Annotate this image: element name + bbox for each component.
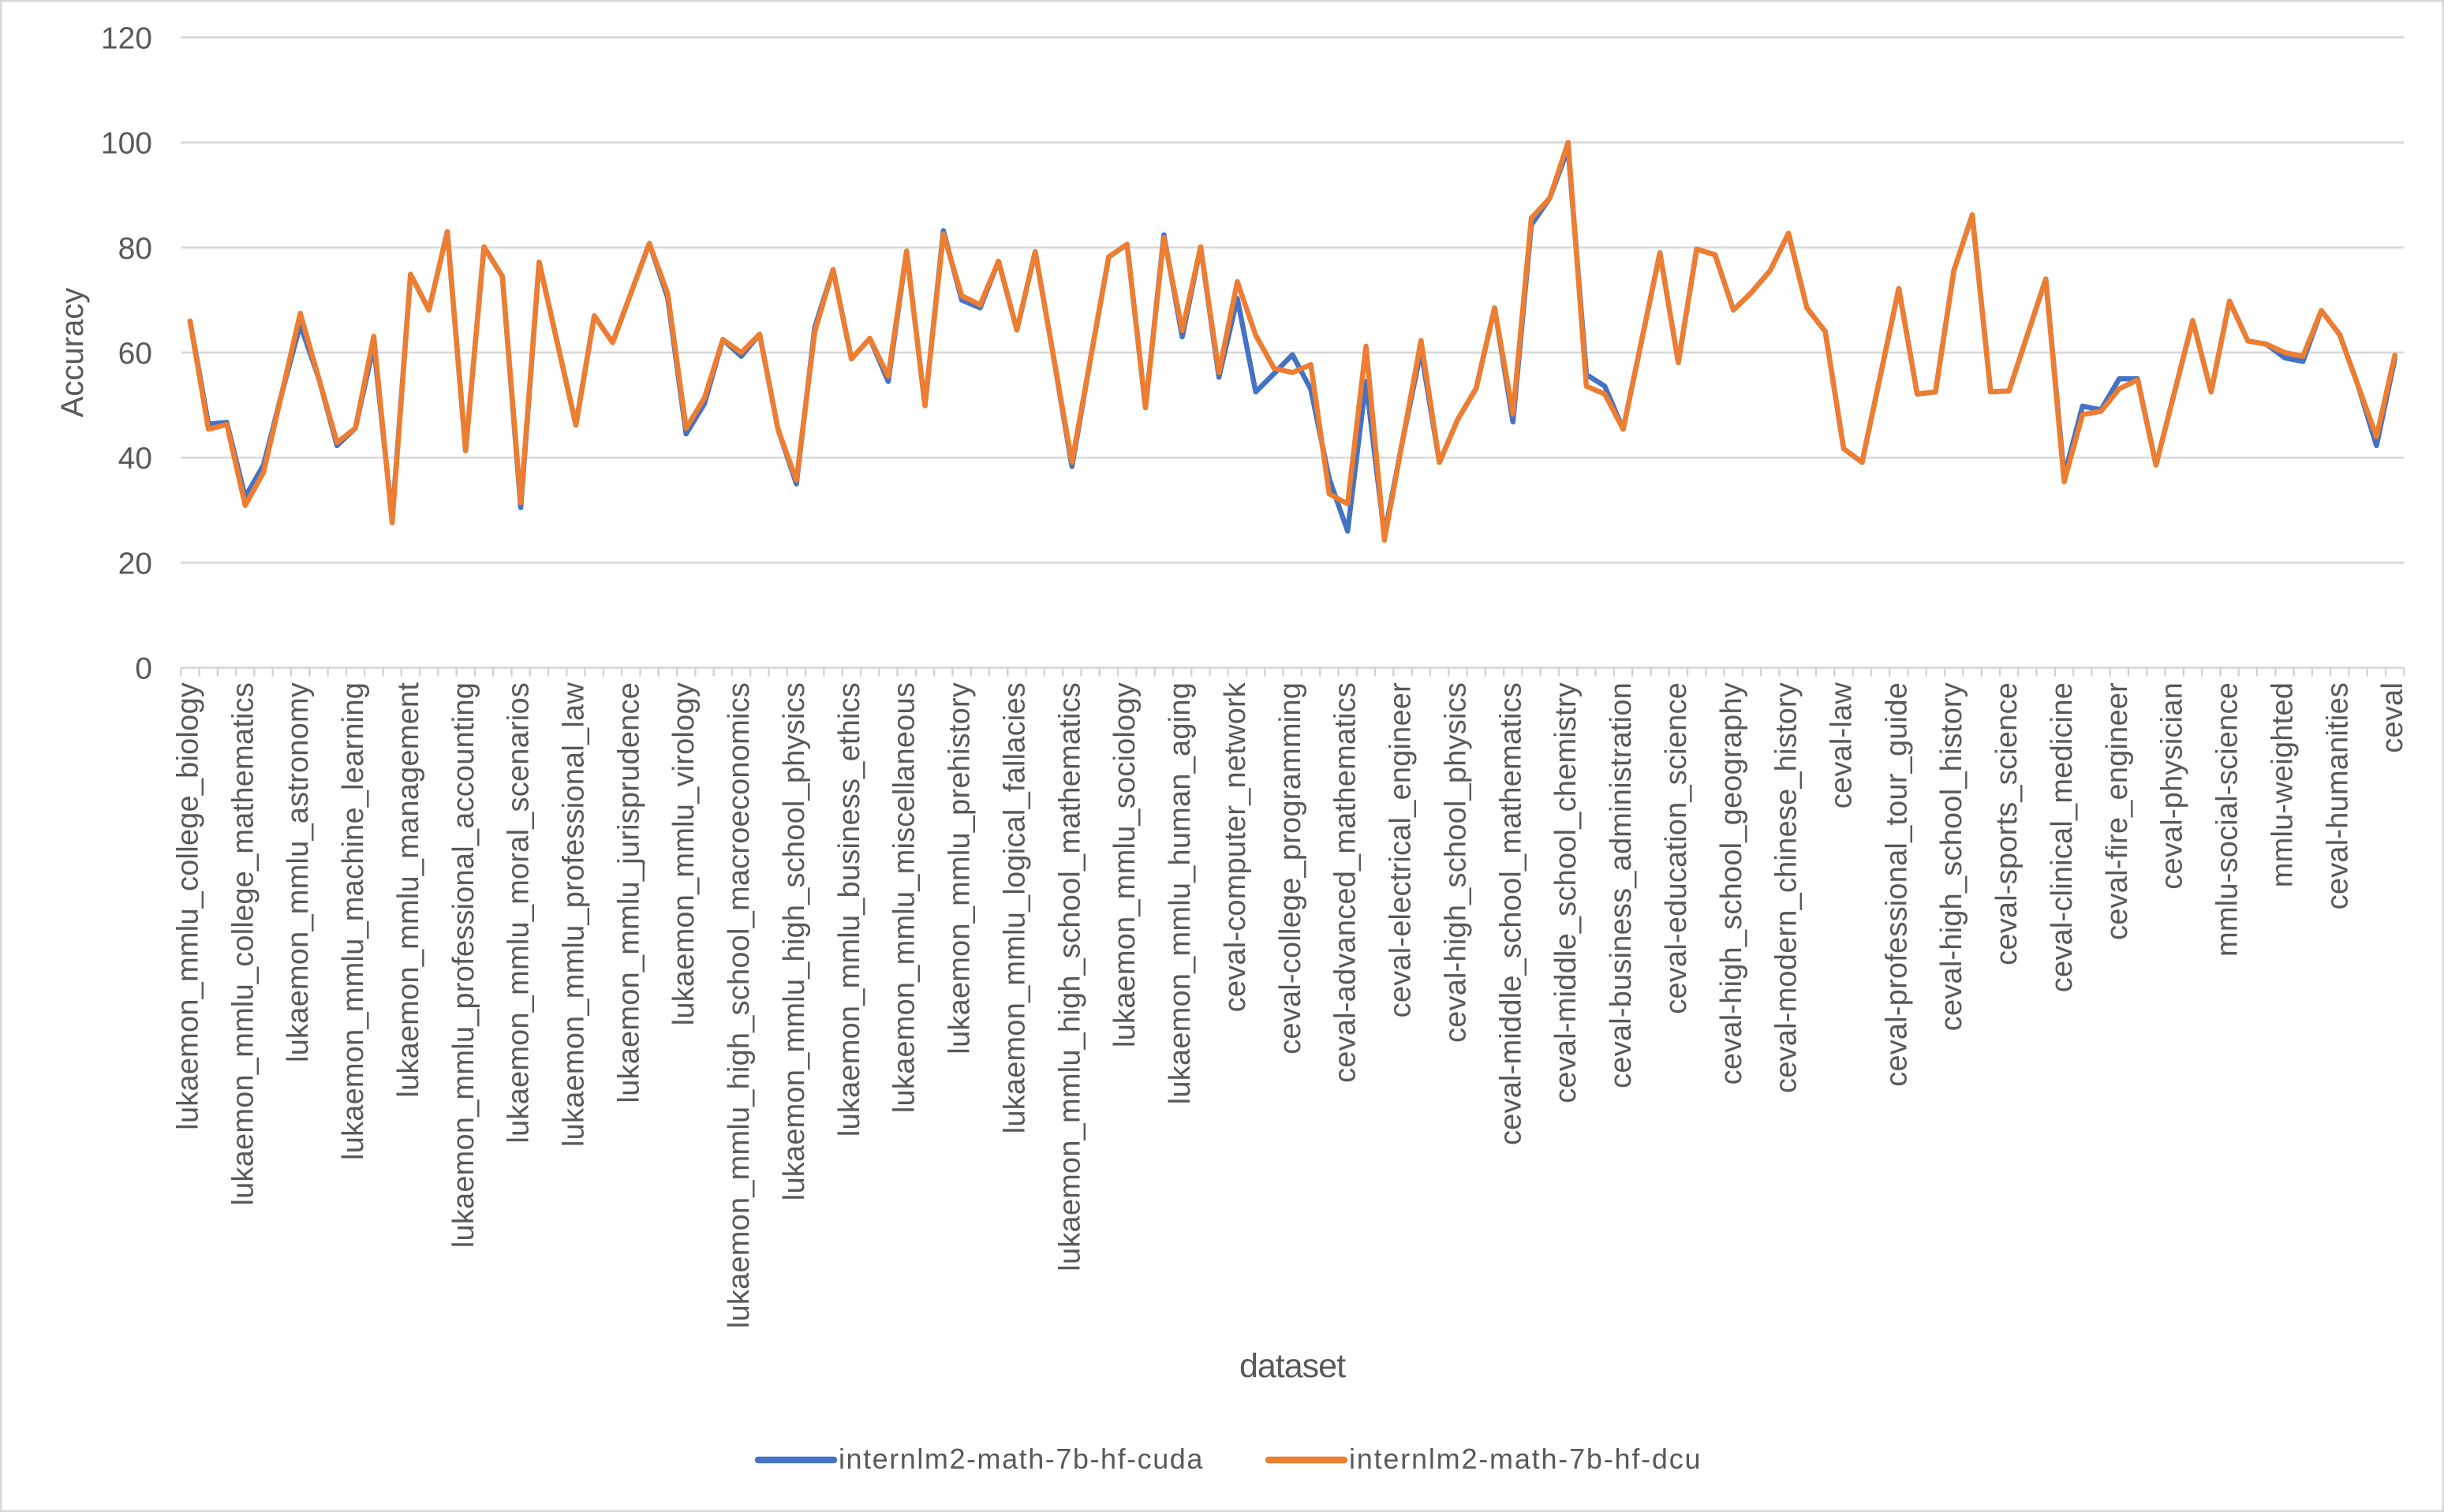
svg-text:60: 60 <box>118 337 152 371</box>
svg-text:lukaemon_mmlu_human_aging: lukaemon_mmlu_human_aging <box>1164 682 1197 1104</box>
svg-text:ceval-education_science: ceval-education_science <box>1660 682 1693 1014</box>
svg-text:ceval-computer_network: ceval-computer_network <box>1219 681 1252 1012</box>
svg-text:Accuracy: Accuracy <box>55 288 90 418</box>
svg-text:120: 120 <box>101 21 152 55</box>
svg-text:ceval-high_school_physics: ceval-high_school_physics <box>1439 682 1472 1043</box>
svg-text:lukaemon_mmlu_college_mathemat: lukaemon_mmlu_college_mathematics <box>226 682 260 1205</box>
svg-text:80: 80 <box>118 232 152 266</box>
svg-text:ceval-sports_science: ceval-sports_science <box>1990 682 2024 965</box>
svg-text:100: 100 <box>101 127 152 161</box>
svg-text:ceval: ceval <box>2376 682 2409 753</box>
svg-text:mmlu-weighted: mmlu-weighted <box>2266 682 2300 887</box>
svg-text:ceval-middle_school_chemistry: ceval-middle_school_chemistry <box>1549 682 1583 1103</box>
svg-text:ceval-physician: ceval-physician <box>2156 682 2189 890</box>
svg-text:40: 40 <box>118 442 152 476</box>
svg-text:ceval-law: ceval-law <box>1826 682 1859 809</box>
svg-text:ceval-fire_engineer: ceval-fire_engineer <box>2101 682 2134 940</box>
svg-text:lukaemon_mmlu_moral_scenarios: lukaemon_mmlu_moral_scenarios <box>503 682 536 1144</box>
svg-text:lukaemon_mmlu_professional_acc: lukaemon_mmlu_professional_accounting <box>447 682 480 1248</box>
svg-text:lukaemon_mmlu_virology: lukaemon_mmlu_virology <box>667 682 701 1025</box>
svg-text:lukaemon_mmlu_high_school_phys: lukaemon_mmlu_high_school_physics <box>778 682 811 1200</box>
svg-text:lukaemon_mmlu_business_ethics: lukaemon_mmlu_business_ethics <box>833 682 866 1137</box>
svg-text:ceval-high_school_geography: ceval-high_school_geography <box>1715 682 1748 1085</box>
svg-text:lukaemon_mmlu_sociology: lukaemon_mmlu_sociology <box>1108 682 1142 1047</box>
svg-text:lukaemon_mmlu_machine_learning: lukaemon_mmlu_machine_learning <box>337 682 370 1160</box>
svg-text:lukaemon_mmlu_management: lukaemon_mmlu_management <box>392 682 425 1098</box>
svg-text:lukaemon_mmlu_high_school_math: lukaemon_mmlu_high_school_mathematics <box>1053 682 1086 1271</box>
svg-text:ceval-clinical_medicine: ceval-clinical_medicine <box>2046 682 2079 992</box>
svg-text:lukaemon_mmlu_prehistory: lukaemon_mmlu_prehistory <box>944 682 977 1055</box>
svg-text:lukaemon_mmlu_college_biology: lukaemon_mmlu_college_biology <box>171 682 204 1130</box>
svg-text:internlm2-math-7b-hf-dcu: internlm2-math-7b-hf-dcu <box>1349 1443 1702 1475</box>
svg-text:dataset: dataset <box>1239 1347 1346 1385</box>
svg-text:ceval-electrical_engineer: ceval-electrical_engineer <box>1385 682 1418 1017</box>
svg-text:mmlu-social-science: mmlu-social-science <box>2211 682 2244 957</box>
svg-text:ceval-high_school_history: ceval-high_school_history <box>1935 682 1968 1031</box>
svg-text:20: 20 <box>118 547 152 581</box>
svg-text:lukaemon_mmlu_miscellaneous: lukaemon_mmlu_miscellaneous <box>888 682 921 1113</box>
svg-text:0: 0 <box>135 652 152 686</box>
svg-text:lukaemon_mmlu_jurisprudence: lukaemon_mmlu_jurisprudence <box>612 682 645 1103</box>
svg-text:ceval-business_administration: ceval-business_administration <box>1605 682 1638 1088</box>
svg-text:ceval-modern_chinese_history: ceval-modern_chinese_history <box>1770 682 1803 1093</box>
svg-text:lukaemon_mmlu_astronomy: lukaemon_mmlu_astronomy <box>282 682 315 1062</box>
svg-text:lukaemon_mmlu_logical_fallacie: lukaemon_mmlu_logical_fallacies <box>999 682 1032 1133</box>
svg-text:ceval-advanced_mathematics: ceval-advanced_mathematics <box>1329 682 1362 1083</box>
svg-text:lukaemon_mmlu_high_school_macr: lukaemon_mmlu_high_school_macroeconomics <box>723 682 756 1328</box>
svg-text:ceval-college_programming: ceval-college_programming <box>1274 682 1307 1055</box>
svg-text:internlm2-math-7b-hf-cuda: internlm2-math-7b-hf-cuda <box>839 1443 1204 1475</box>
svg-text:lukaemon_mmlu_professional_law: lukaemon_mmlu_professional_law <box>558 682 591 1147</box>
svg-text:ceval-middle_school_mathematic: ceval-middle_school_mathematics <box>1494 682 1527 1145</box>
svg-text:ceval-humanities: ceval-humanities <box>2321 682 2354 909</box>
svg-text:ceval-professional_tour_guide: ceval-professional_tour_guide <box>1880 682 1913 1087</box>
